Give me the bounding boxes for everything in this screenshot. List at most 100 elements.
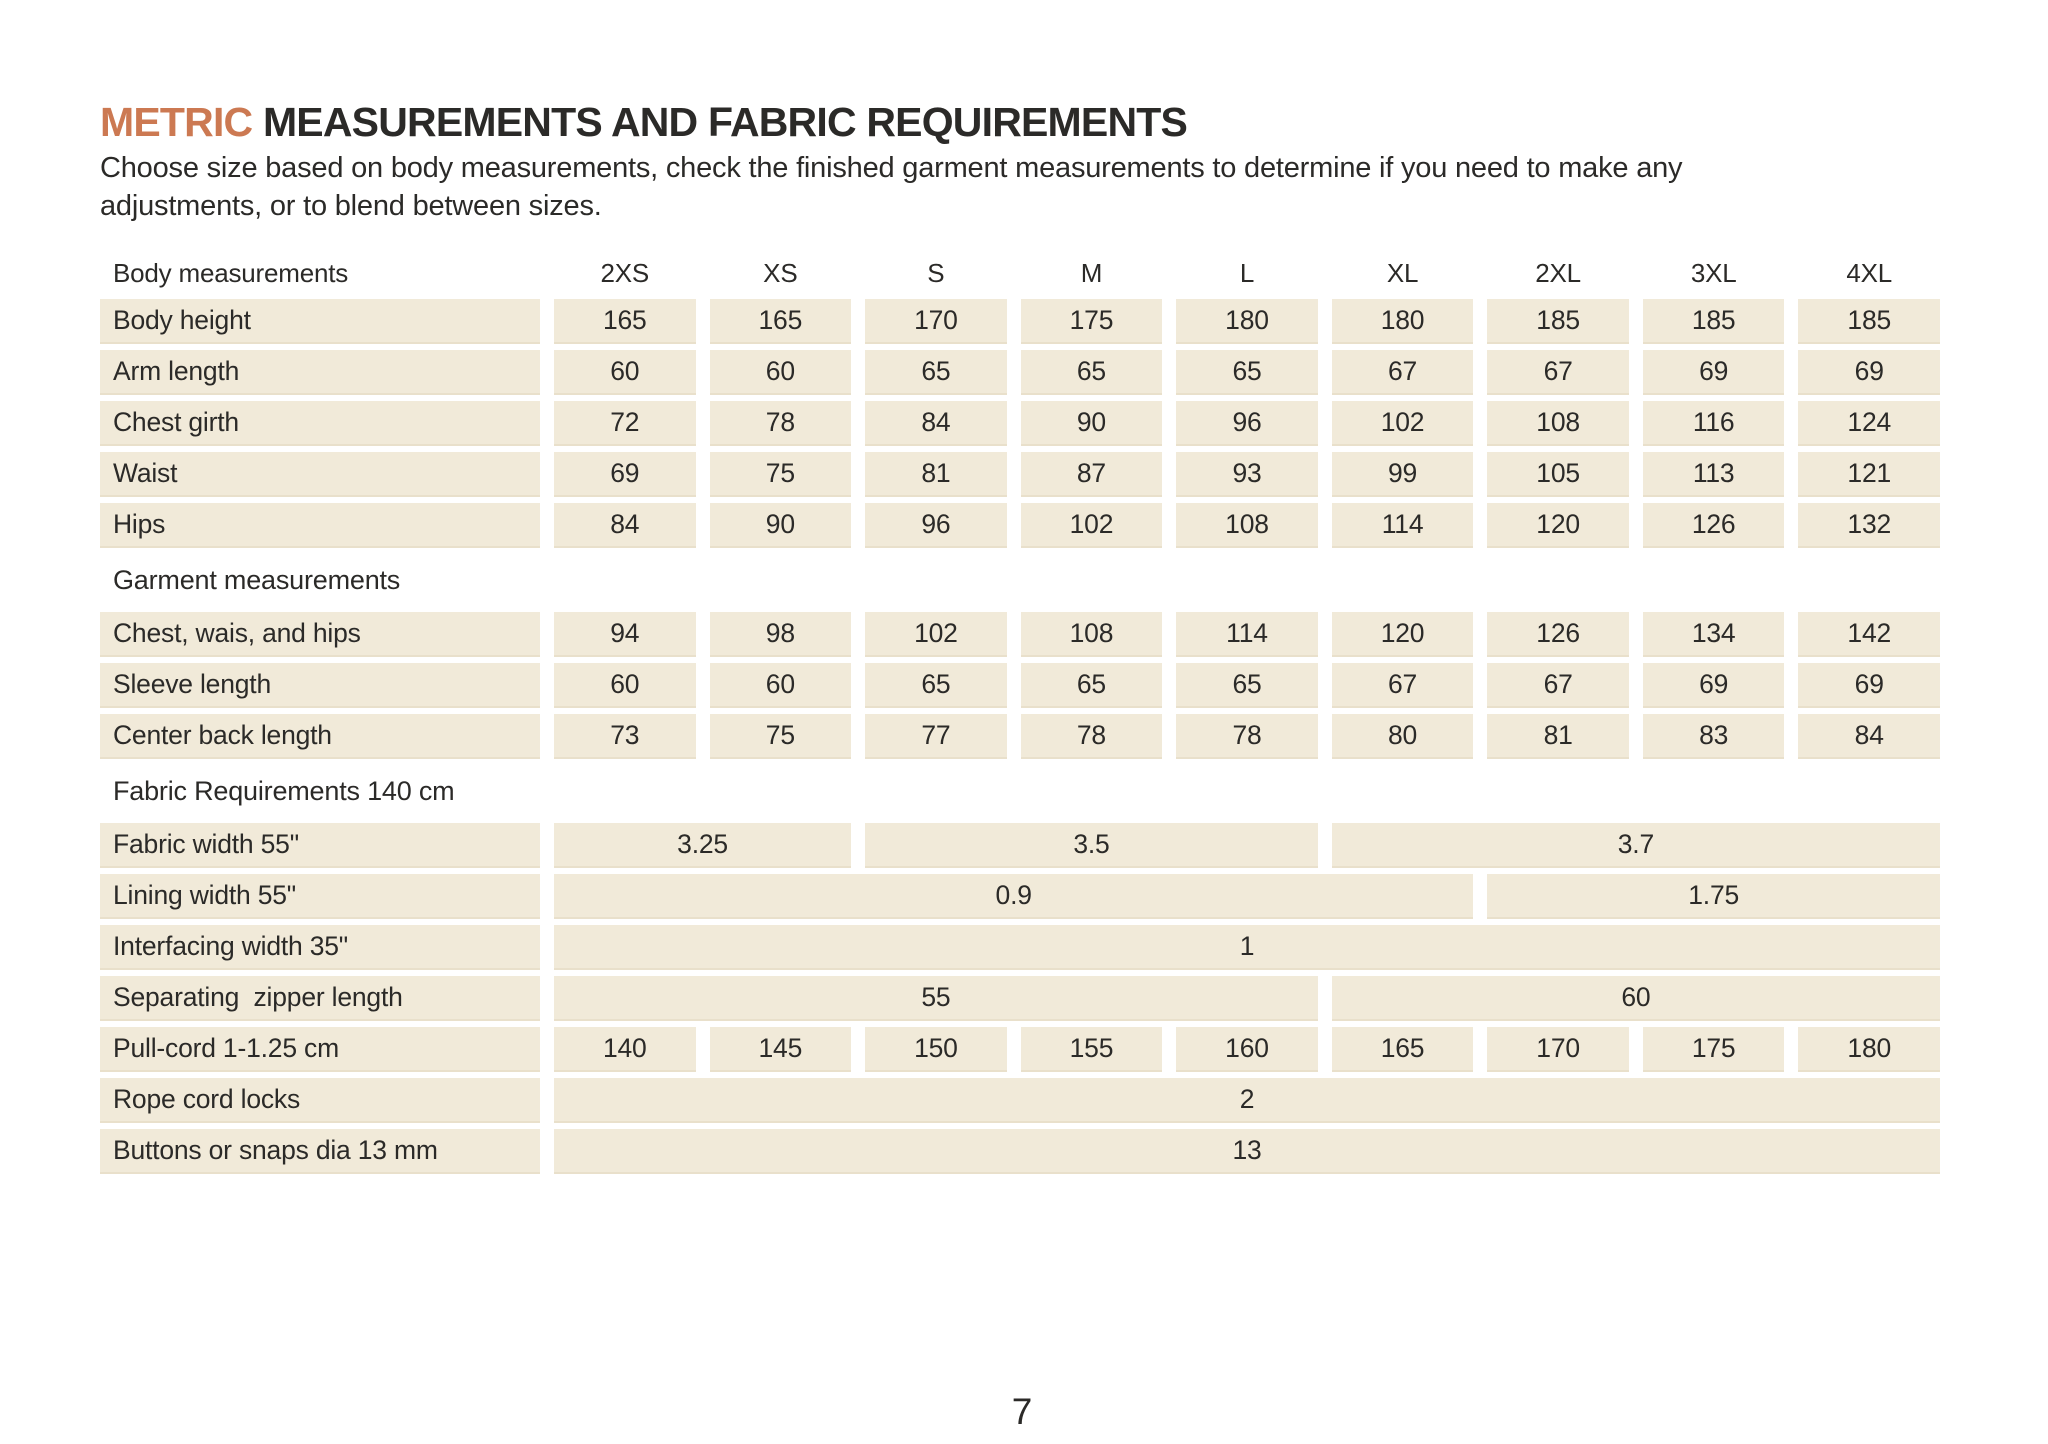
row-label: Rope cord locks — [100, 1078, 540, 1123]
value-cell: 90 — [709, 503, 852, 548]
value-cell: 60 — [709, 663, 852, 708]
row-label: Interfacing width 35" — [100, 925, 540, 970]
value-cell: 185 — [1487, 299, 1629, 344]
size-column-header-2xl: 2XL — [1535, 257, 1581, 288]
value-cell: 108 — [1020, 612, 1163, 657]
value-cell: 90 — [1020, 401, 1163, 446]
size-column-header-s: S — [927, 257, 945, 288]
value-cell: 102 — [1020, 503, 1163, 548]
value-cell: 121 — [1798, 452, 1940, 497]
value-cell: 180 — [1798, 1027, 1940, 1072]
value-cell: 116 — [1642, 401, 1785, 446]
row-label: Arm length — [100, 350, 540, 395]
value-cell: 180 — [1331, 299, 1474, 344]
section-header: Fabric Requirements 140 cm — [113, 775, 455, 806]
page-title-rest: MEASUREMENTS AND FABRIC REQUIREMENTS — [252, 99, 1188, 145]
row-label: Hips — [100, 503, 540, 548]
row-label: Fabric width 55" — [100, 823, 540, 868]
value-cell: 126 — [1487, 612, 1629, 657]
row-label: Separating zipper length — [100, 976, 540, 1021]
value-cell: 175 — [1020, 299, 1163, 344]
value-cell: 84 — [554, 503, 696, 548]
size-column-header-3xl: 3XL — [1690, 257, 1737, 288]
value-cell: 84 — [865, 401, 1007, 446]
value-cell: 67 — [1487, 350, 1629, 395]
value-cell: 69 — [1642, 350, 1785, 395]
value-cell: 3.7 — [1331, 823, 1940, 868]
value-cell: 140 — [554, 1027, 696, 1072]
value-cell: 81 — [1487, 714, 1629, 759]
value-cell: 170 — [1487, 1027, 1629, 1072]
section-header: Garment measurements — [113, 564, 401, 595]
value-cell: 67 — [1331, 663, 1474, 708]
value-cell: 80 — [1331, 714, 1474, 759]
value-cell: 69 — [1642, 663, 1785, 708]
value-cell: 65 — [865, 350, 1007, 395]
page-title: METRIC MEASUREMENTS AND FABRIC REQUIREME… — [100, 99, 1188, 145]
page-subtitle: Choose size based on body measurements, … — [100, 149, 1860, 225]
value-cell: 126 — [1642, 503, 1785, 548]
value-cell: 69 — [1798, 663, 1940, 708]
value-cell: 3.5 — [865, 823, 1318, 868]
value-cell: 108 — [1487, 401, 1629, 446]
value-cell: 120 — [1487, 503, 1629, 548]
value-cell: 77 — [865, 714, 1007, 759]
value-cell: 142 — [1798, 612, 1940, 657]
value-cell: 75 — [709, 714, 852, 759]
value-cell: 120 — [1331, 612, 1474, 657]
row-label: Buttons or snaps dia 13 mm — [100, 1129, 540, 1174]
value-cell: 105 — [1487, 452, 1629, 497]
page-subtitle-line-2: adjustments, or to blend between sizes. — [100, 190, 602, 222]
value-cell: 67 — [1331, 350, 1474, 395]
page-title-highlight: METRIC — [100, 99, 253, 145]
value-cell: 114 — [1331, 503, 1474, 548]
value-cell: 55 — [554, 976, 1318, 1021]
value-cell: 67 — [1487, 663, 1629, 708]
page-subtitle-line-1: Choose size based on body measurements, … — [100, 152, 1683, 184]
value-cell: 2 — [554, 1078, 1940, 1123]
value-cell: 124 — [1798, 401, 1940, 446]
value-cell: 78 — [709, 401, 852, 446]
value-cell: 75 — [709, 452, 852, 497]
value-cell: 81 — [865, 452, 1007, 497]
value-cell: 180 — [1176, 299, 1318, 344]
value-cell: 175 — [1642, 1027, 1785, 1072]
value-cell: 78 — [1176, 714, 1318, 759]
row-label: Center back length — [100, 714, 540, 759]
value-cell: 65 — [1176, 350, 1318, 395]
value-cell: 132 — [1798, 503, 1940, 548]
value-cell: 134 — [1642, 612, 1785, 657]
value-cell: 3.25 — [554, 823, 852, 868]
row-label: Lining width 55" — [100, 874, 540, 919]
value-cell: 60 — [554, 350, 696, 395]
value-cell: 65 — [1020, 350, 1163, 395]
value-cell: 170 — [865, 299, 1007, 344]
value-cell: 155 — [1020, 1027, 1163, 1072]
value-cell: 0.9 — [554, 874, 1474, 919]
value-cell: 165 — [554, 299, 696, 344]
value-cell: 1 — [554, 925, 1940, 970]
value-cell: 150 — [865, 1027, 1007, 1072]
value-cell: 113 — [1642, 452, 1785, 497]
row-label: Body height — [100, 299, 540, 344]
value-cell: 13 — [554, 1129, 1940, 1174]
value-cell: 96 — [1176, 401, 1318, 446]
size-column-header-l: L — [1239, 257, 1255, 288]
value-cell: 114 — [1176, 612, 1318, 657]
value-cell: 102 — [1331, 401, 1474, 446]
row-label: Sleeve length — [100, 663, 540, 708]
value-cell: 165 — [1331, 1027, 1474, 1072]
value-cell: 93 — [1176, 452, 1318, 497]
row-label: Chest, wais, and hips — [100, 612, 540, 657]
size-column-header-xs: XS — [763, 257, 798, 288]
value-cell: 185 — [1798, 299, 1940, 344]
value-cell: 108 — [1176, 503, 1318, 548]
column-header-body-measurements: Body measurements — [113, 257, 349, 288]
value-cell: 65 — [1176, 663, 1318, 708]
value-cell: 145 — [709, 1027, 852, 1072]
row-label: Chest girth — [100, 401, 540, 446]
value-cell: 60 — [1331, 976, 1940, 1021]
value-cell: 73 — [554, 714, 696, 759]
value-cell: 69 — [554, 452, 696, 497]
